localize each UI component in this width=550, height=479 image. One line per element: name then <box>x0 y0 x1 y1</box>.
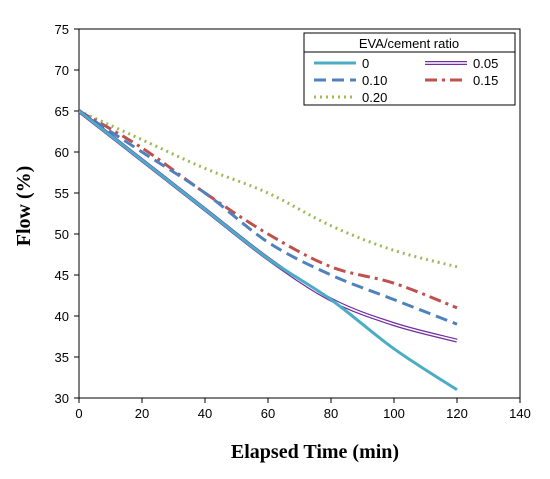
x-tick-label: 20 <box>135 406 149 421</box>
legend-title: EVA/cement ratio <box>359 36 459 51</box>
legend-label: 0.15 <box>473 73 498 88</box>
series-line-0 <box>78 109 458 392</box>
legend-label: 0 <box>362 56 369 71</box>
legend-box <box>303 32 516 106</box>
series-layer <box>77 109 458 392</box>
x-tick-label: 100 <box>383 406 405 421</box>
y-tick-label: 75 <box>55 22 69 37</box>
y-tick-label: 60 <box>55 145 69 160</box>
legend: EVA/cement ratio 0 0.05 0.10 0.15 0.20 <box>303 32 516 106</box>
y-tick-label: 65 <box>55 104 69 119</box>
series-line-0-15 <box>78 109 458 310</box>
legend-label: 0.20 <box>362 90 387 105</box>
series-line-0-10 <box>78 109 458 326</box>
tick-layer: 0 20 40 60 80 100 120 140 30 35 40 45 50 55 60 65 70 75 <box>55 22 531 421</box>
series-line-0-05 <box>77 109 458 343</box>
legend-items: 0 0.05 0.10 0.15 0.20 <box>314 56 498 105</box>
series-line-0-05-inner <box>78 110 458 342</box>
x-tick-label: 120 <box>446 406 468 421</box>
x-axis-title: Elapsed Time (min) <box>231 441 399 463</box>
y-tick-label: 35 <box>55 350 69 365</box>
x-tick-label: 60 <box>261 406 275 421</box>
x-tick-label: 80 <box>324 406 338 421</box>
plot-area <box>78 28 521 399</box>
x-tick-label: 40 <box>198 406 212 421</box>
series-line-0-20 <box>78 109 458 269</box>
y-tick-label: 45 <box>55 268 69 283</box>
y-tick-label: 30 <box>55 391 69 406</box>
y-tick-label: 40 <box>55 309 69 324</box>
x-tick-label: 140 <box>509 406 531 421</box>
legend-label: 0.05 <box>473 56 498 71</box>
legend-label: 0.10 <box>362 73 387 88</box>
x-tick-label: 0 <box>75 406 82 421</box>
y-tick-label: 70 <box>55 63 69 78</box>
y-tick-label: 55 <box>55 186 69 201</box>
y-axis-title: Flow (%) <box>13 166 35 247</box>
y-tick-label: 50 <box>55 227 69 242</box>
plot-border <box>78 28 521 399</box>
